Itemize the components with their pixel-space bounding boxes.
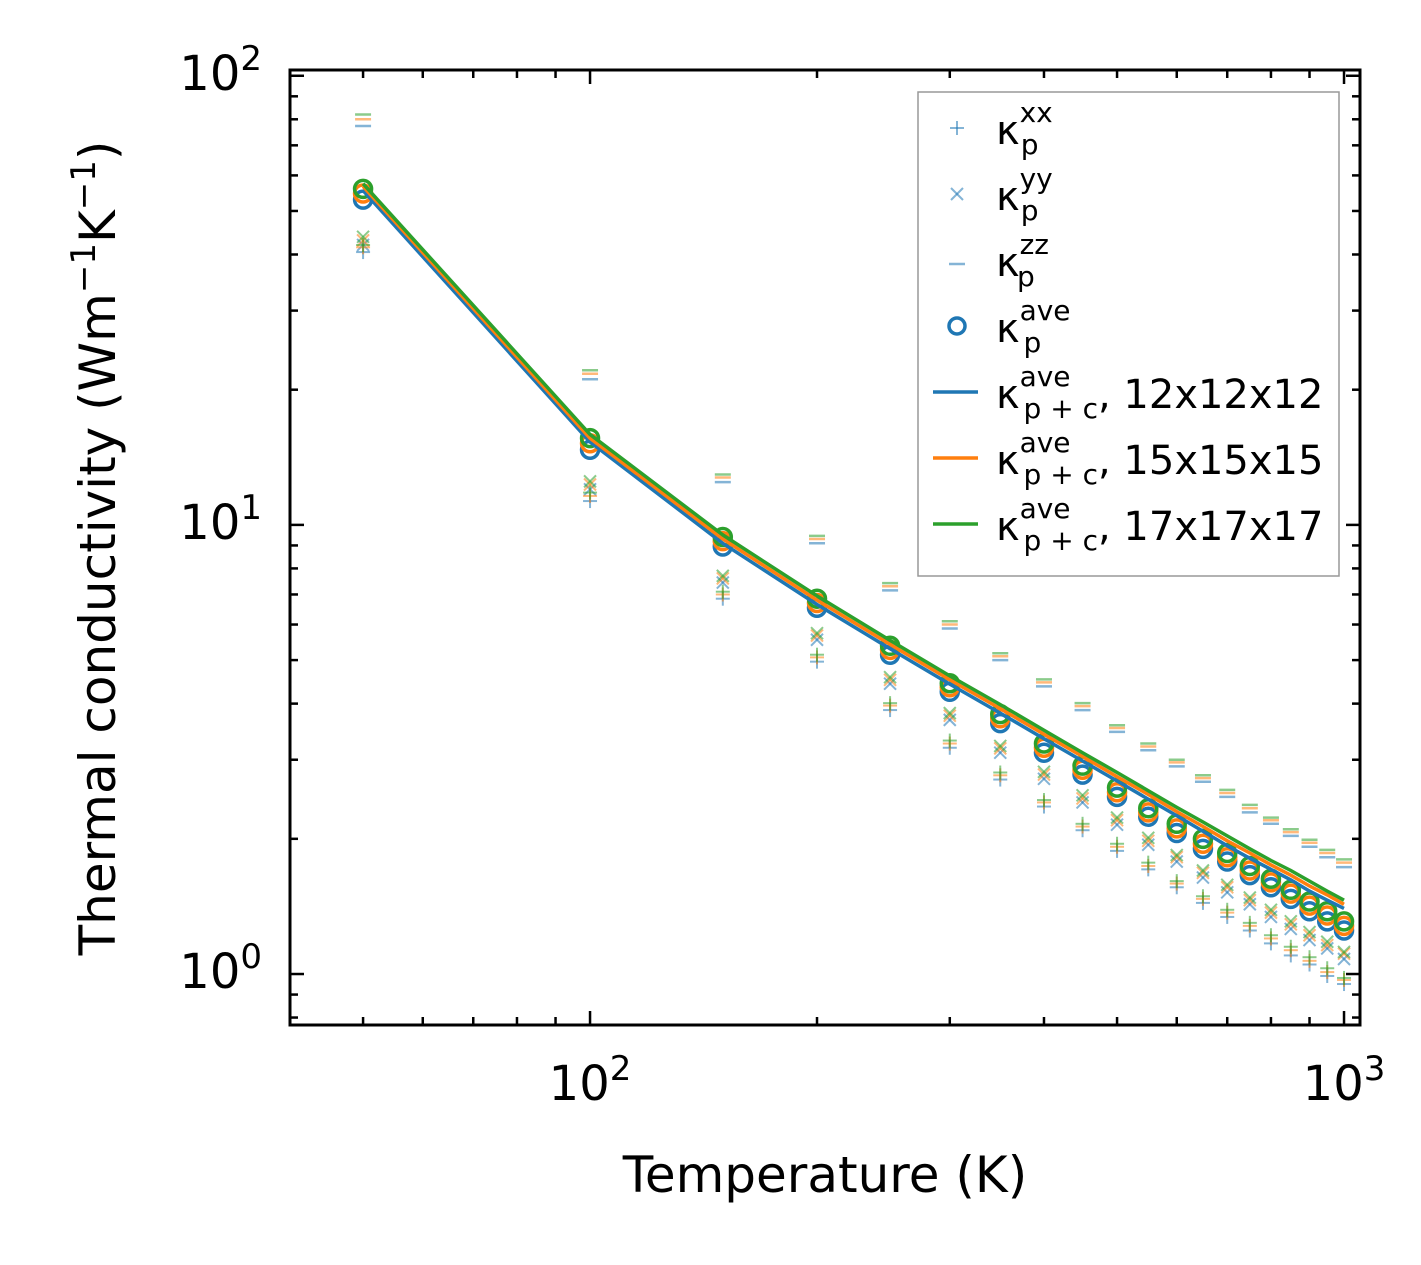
y-tick-label: 102 — [179, 39, 262, 102]
legend-plus-marker — [950, 121, 964, 135]
kpc-line-17x17x17 — [361, 182, 1345, 902]
kave-point — [1316, 900, 1338, 922]
kyy-point — [993, 739, 1007, 753]
legend-label: κzz p — [996, 228, 1049, 293]
kyy-point — [356, 230, 370, 244]
kxx-point — [583, 485, 598, 500]
kxx-point — [1036, 793, 1051, 808]
legend-circle-marker — [947, 316, 967, 336]
legend-label: κave p + c, 17x17x17 — [996, 492, 1323, 557]
legend-box — [917, 91, 1340, 577]
kyy-point — [1284, 914, 1298, 929]
kxx-point — [1110, 836, 1125, 851]
legend-label: κxx p — [996, 96, 1053, 161]
kxx-point — [715, 584, 730, 599]
tick-labels: 102 103 100 101 102 — [179, 39, 1385, 1112]
kpc-line-15x15x15 — [361, 185, 1345, 906]
kxx-point — [1169, 874, 1184, 889]
kyy-point — [1196, 866, 1210, 880]
series-17x17x17 — [355, 113, 1353, 985]
kyy-point — [993, 741, 1007, 756]
kyy-point — [1110, 813, 1124, 827]
kxx-point — [1220, 902, 1235, 917]
kyy-point — [583, 474, 597, 489]
kyy-point — [1320, 938, 1334, 952]
x-tick-label: 102 — [549, 1049, 632, 1112]
kyy-point — [716, 571, 730, 586]
y-axis-label-mid: K — [69, 209, 127, 243]
kyy-point — [883, 673, 897, 687]
kyy-point — [810, 626, 824, 640]
kyy-point — [1264, 905, 1278, 920]
kxx-point — [993, 765, 1008, 780]
kyy-point — [810, 628, 824, 643]
y-tick-label: 101 — [179, 488, 262, 551]
kxx-point — [1075, 816, 1090, 831]
legend-label: κyy p — [996, 162, 1053, 227]
kyy-point — [1037, 765, 1051, 779]
kyy-point — [1337, 945, 1351, 959]
kxx-point — [1242, 915, 1257, 930]
kxx-point — [1195, 889, 1210, 904]
kave-point — [352, 178, 374, 200]
legend-cross-marker — [950, 187, 964, 201]
kxx-point — [356, 237, 371, 252]
legend-label: κave p + c, 12x12x12 — [996, 360, 1323, 425]
y-axis-label-end: ) — [69, 141, 127, 161]
y-axis-label-sup1: −1 — [64, 243, 104, 293]
kyy-point — [1075, 788, 1090, 803]
kyy-point — [1196, 863, 1210, 878]
kave-point — [579, 427, 601, 449]
y-axis-label-main: Thermal conductivity (Wm — [69, 293, 127, 956]
kyy-point — [1141, 834, 1155, 848]
kxx-point — [1302, 950, 1317, 965]
kxx-point — [883, 696, 898, 711]
kyy-point — [1243, 893, 1257, 907]
kxx-point — [1283, 939, 1298, 954]
legend-label: κave p + c, 15x15x15 — [996, 426, 1323, 491]
kxx-point — [810, 647, 825, 662]
kxx-point — [942, 733, 957, 748]
kyy-point — [1170, 850, 1184, 864]
kxx-point — [1320, 961, 1335, 976]
kpc-line-12x12x12 — [361, 189, 1345, 910]
x-axis-label: Temperature (K) — [622, 1146, 1027, 1204]
kyy-point — [1075, 791, 1090, 806]
kyy-point — [1320, 935, 1334, 949]
kxx-point — [1141, 855, 1156, 870]
kxx-point — [1263, 928, 1278, 943]
y-tick-label: 100 — [179, 937, 262, 1000]
kyy-point — [1170, 854, 1184, 869]
kyy-point — [1284, 917, 1298, 932]
legend-label: κave p — [996, 294, 1071, 359]
kyy-point — [943, 708, 957, 723]
kyy-point — [1141, 831, 1155, 845]
y-axis-label: Thermal conductivity (Wm−1K−1) — [64, 141, 127, 957]
kyy-point — [1110, 810, 1124, 825]
kyy-point — [883, 676, 897, 691]
kyy-point — [716, 569, 730, 583]
x-tick-label: 103 — [1303, 1049, 1386, 1112]
kyy-point — [883, 670, 897, 684]
kyy-point — [1037, 767, 1051, 782]
kyy-point — [810, 633, 824, 647]
kyy-point — [1220, 878, 1234, 892]
kyy-point — [1220, 880, 1234, 894]
kyy-point — [1302, 925, 1317, 939]
kyy-point — [1337, 946, 1351, 961]
kave-point — [1333, 911, 1355, 932]
kyy-point — [943, 706, 957, 720]
kyy-point — [1243, 890, 1257, 905]
kyy-point — [583, 477, 597, 492]
kyy-point — [1170, 848, 1184, 862]
kyy-point — [1264, 903, 1278, 917]
data-series — [352, 113, 1355, 992]
y-axis-label-sup2: −1 — [64, 160, 104, 210]
kxx-point — [1337, 970, 1352, 985]
plot-frame — [288, 68, 1362, 1027]
kyy-point — [1302, 928, 1317, 942]
